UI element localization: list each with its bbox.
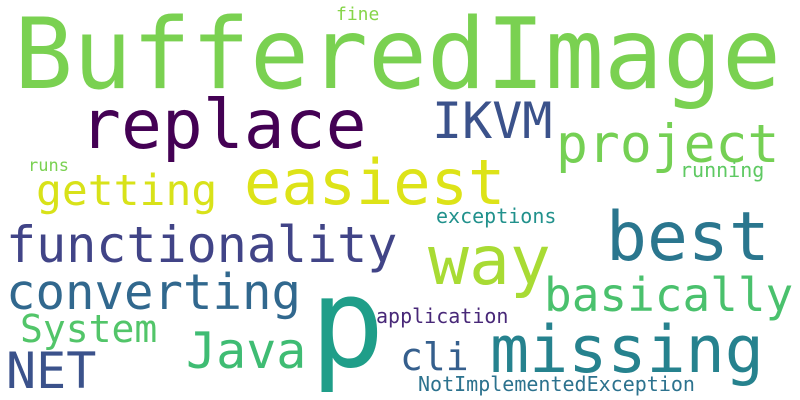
word-running: running (680, 158, 765, 182)
word-ikvm: IKVM (432, 92, 553, 150)
word-basically: basically (544, 268, 794, 322)
word-converting: converting (6, 264, 302, 321)
word-p: p (310, 252, 385, 396)
word-system: System (20, 307, 158, 351)
word-easiest: easiest (244, 146, 506, 219)
word-best: best (606, 198, 770, 277)
word-runs: runs (28, 156, 69, 176)
word-exceptions: exceptions (436, 204, 557, 228)
word-application: application (376, 304, 509, 328)
word-getting: getting (36, 166, 218, 216)
word-project: project (556, 114, 780, 175)
word-cli: cli (400, 335, 469, 379)
word-way: way (428, 222, 551, 301)
word-fine: fine (336, 4, 380, 25)
word-missing: missing (490, 313, 764, 388)
word-java: Java (186, 322, 307, 380)
word-net: NET (6, 342, 97, 400)
word-replace: replace (80, 86, 367, 165)
word-bufferedimage: BufferedImage (14, 0, 782, 112)
word-functionality: functionality (6, 216, 398, 274)
word-notimplementedexception: NotImplementedException (418, 372, 695, 396)
